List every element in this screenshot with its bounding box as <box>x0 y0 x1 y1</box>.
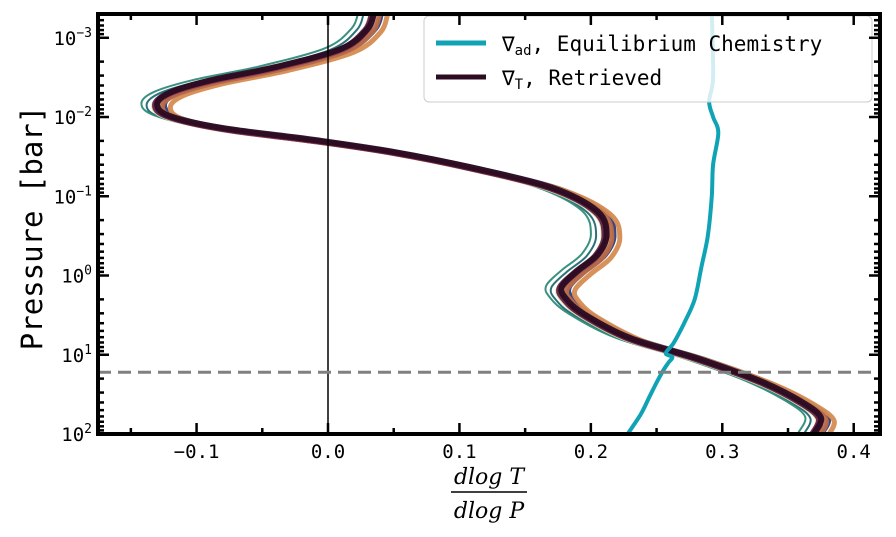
y-tick-label: 101 <box>61 343 92 367</box>
x-axis-label-numerator: dlog T <box>454 465 526 490</box>
y-tick-label: 10−2 <box>53 105 92 129</box>
x-tick-label: 0.1 <box>442 441 476 463</box>
x-tick-label: −0.1 <box>174 441 220 463</box>
legend-label-adiabat: ∇ad, Equilibrium Chemistry <box>501 32 822 59</box>
series-adiabat <box>626 14 721 434</box>
legend-label-retrieved: ∇T, Retrieved <box>501 66 662 93</box>
y-tick-label: 10−3 <box>53 26 92 50</box>
series-layer <box>140 14 837 434</box>
x-tick-label: 0.3 <box>705 441 739 463</box>
x-tick-label: 0.2 <box>574 441 608 463</box>
y-axis-label: Pressure [bar] <box>15 106 49 350</box>
legend: ∇ad, Equilibrium Chemistry ∇T, Retrieved <box>423 15 873 103</box>
y-tick-label: 102 <box>61 422 92 446</box>
x-tick-label: 0.0 <box>311 441 345 463</box>
series-retrieved-9 <box>154 14 825 434</box>
y-tick-label: 10−1 <box>53 184 92 208</box>
x-axis-label-denominator: dlog P <box>454 499 525 524</box>
plot-frame <box>96 12 882 436</box>
reference-lines <box>98 14 880 434</box>
x-tick-label: 0.4 <box>837 441 871 463</box>
y-tick-label: 100 <box>61 264 92 288</box>
